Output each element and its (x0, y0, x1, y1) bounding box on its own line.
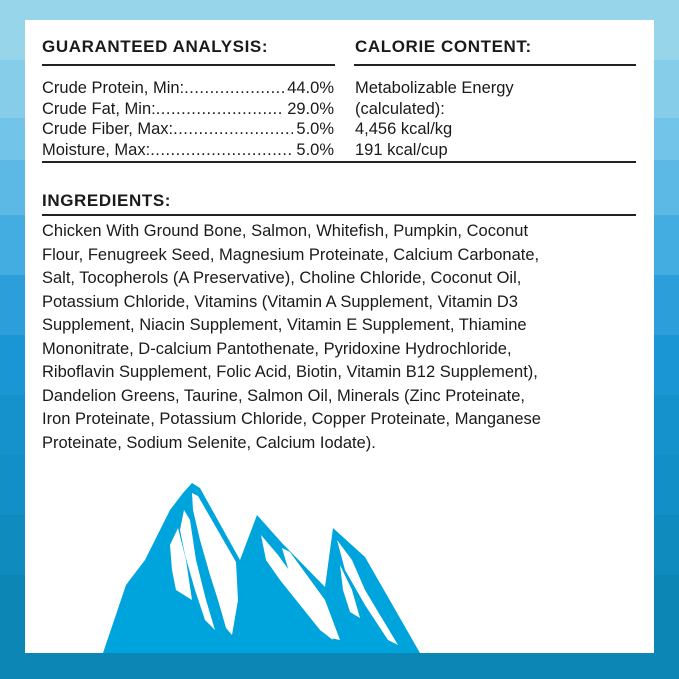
ingredients-heading: INGREDIENTS: (42, 191, 172, 210)
guaranteed-analysis-heading: GUARANTEED ANALYSIS: (42, 37, 269, 56)
divider (354, 64, 636, 66)
snow-caps (170, 493, 398, 645)
divider (42, 214, 636, 216)
analysis-row: Crude Protein, Min:44.0% (42, 78, 334, 99)
analysis-row: Crude Fat, Min:29.0% (42, 99, 334, 120)
analysis-row: Crude Fiber, Max:5.0% (42, 119, 334, 140)
analysis-row: Moisture, Max:5.0% (42, 140, 334, 161)
mountain-silhouette (103, 483, 420, 653)
divider (42, 161, 636, 163)
divider (42, 64, 335, 66)
ingredients-list: Chicken With Ground Bone, Salmon, Whitef… (42, 222, 541, 452)
guaranteed-analysis-table: Crude Protein, Min:44.0% Crude Fat, Min:… (42, 78, 334, 160)
calorie-content-text: Metabolizable Energy (calculated): 4,456… (355, 79, 514, 159)
calorie-content-heading: CALORIE CONTENT: (355, 37, 532, 56)
